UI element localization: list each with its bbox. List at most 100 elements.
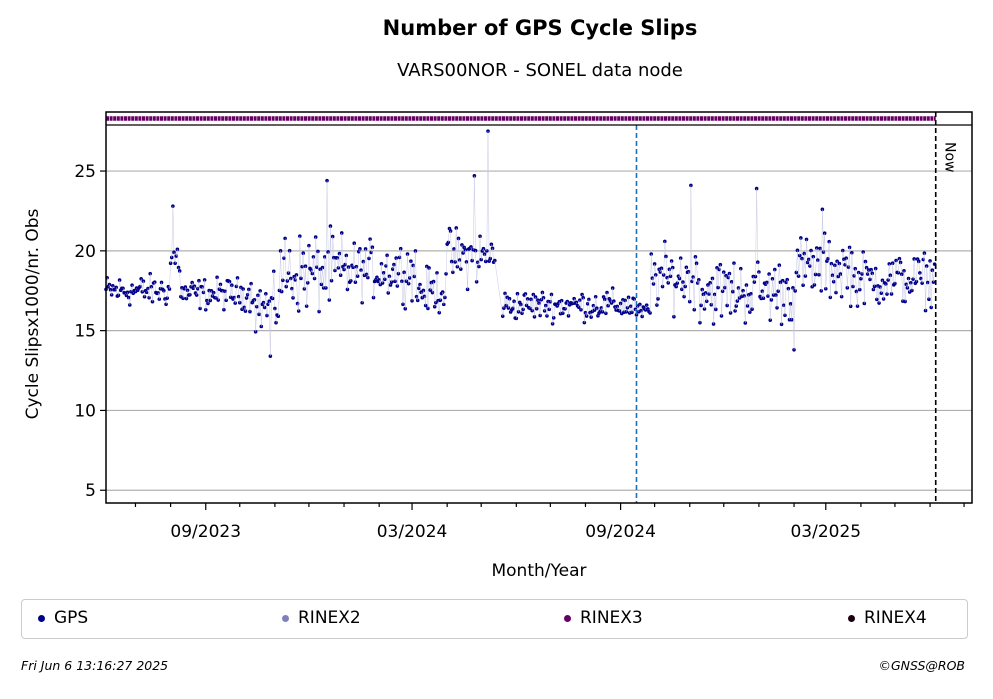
gps-connector	[401, 281, 404, 305]
gps-connector	[225, 280, 228, 301]
gps-connector	[465, 249, 467, 262]
gps-connector	[737, 287, 739, 302]
gps-connector	[820, 209, 823, 291]
gps-point	[338, 273, 343, 278]
gps-connector	[628, 297, 630, 313]
gps-point	[604, 311, 608, 316]
gps-connector	[270, 297, 272, 357]
gps-point	[903, 299, 907, 304]
gps-point	[817, 272, 821, 277]
y-tick-label-5: 5	[85, 481, 96, 501]
gps-connector	[649, 254, 652, 313]
gps-point	[905, 286, 910, 290]
gps-point	[415, 298, 420, 303]
gps-connector	[339, 253, 341, 276]
gps-point	[624, 310, 629, 314]
gps-connector	[769, 299, 772, 321]
gps-connector	[875, 268, 878, 300]
gps-connector	[588, 299, 591, 313]
gps-connector	[391, 269, 394, 283]
gps-connector	[331, 236, 333, 281]
gps-point	[254, 304, 259, 309]
axis-ticks: 5 10 15 20 25 09/2023 03/2024 09/2024 03/2025	[74, 162, 965, 542]
gps-connector	[886, 279, 889, 295]
gps-connector	[694, 256, 696, 310]
gps-connector	[822, 209, 824, 253]
gps-connector	[568, 304, 570, 316]
gps-point	[834, 290, 838, 295]
legend-marker-rinex2	[282, 614, 289, 622]
gps-connector	[359, 248, 362, 271]
gps-connector	[743, 295, 746, 323]
gps-connector	[473, 175, 475, 250]
gps-connector	[289, 250, 292, 279]
gps-connector	[782, 280, 785, 306]
gps-connector	[881, 280, 883, 294]
gps-connector	[467, 249, 469, 290]
gps-connector	[733, 263, 736, 311]
gps-connector	[699, 305, 702, 323]
gps-connector	[780, 282, 782, 325]
gps-connector	[709, 282, 712, 305]
gps-connector	[373, 281, 375, 298]
gps-point	[349, 278, 353, 283]
gps-point	[563, 306, 567, 311]
gps-point	[695, 281, 700, 285]
gps-connector	[763, 283, 765, 299]
gps-connector	[402, 272, 405, 305]
gps-connector	[257, 295, 260, 315]
legend-marker-gps	[38, 614, 45, 622]
gps-connector	[394, 258, 397, 282]
gps-connector	[222, 290, 225, 310]
gps-point	[768, 318, 773, 322]
gps-connector	[745, 285, 747, 323]
x-tick-label-1: 03/2024	[377, 522, 448, 542]
gps-connector	[329, 226, 331, 300]
gps-point	[877, 301, 881, 305]
gps-connector	[148, 273, 151, 298]
gps-connector	[611, 288, 613, 304]
gps-connector	[774, 269, 777, 296]
gps-connector	[775, 295, 778, 308]
gps-point	[284, 284, 289, 289]
gps-connector	[494, 260, 503, 317]
gps-connector	[215, 277, 218, 298]
y-axis-label: Cycle Slipsx1000/nr. Obs	[23, 208, 43, 419]
footer-credit: ©GNSS@ROB	[878, 658, 965, 673]
gps-point	[714, 307, 718, 312]
gps-point	[233, 301, 238, 305]
gps-connector	[797, 250, 799, 277]
gps-connector	[249, 283, 252, 312]
gps-connector	[361, 261, 364, 303]
gps-point	[886, 278, 890, 282]
gps-connector	[809, 250, 812, 267]
gps-point	[451, 270, 455, 275]
gps-connector	[664, 241, 667, 257]
gps-connector	[199, 286, 202, 309]
gps-connector	[504, 293, 507, 306]
gps-connector	[793, 290, 796, 350]
gps-connector	[559, 301, 561, 314]
gps-connector	[750, 293, 753, 310]
gps-connector	[230, 285, 233, 298]
y-tick-label-15: 15	[74, 322, 96, 342]
gps-connector	[758, 271, 761, 297]
gps-connector	[551, 294, 553, 324]
gps-connector	[407, 254, 409, 284]
gps-point	[327, 298, 332, 302]
gps-point	[896, 271, 901, 275]
gps-connector	[711, 278, 713, 305]
gps-point	[672, 314, 676, 319]
gps-connector	[582, 297, 585, 323]
gps-point	[423, 303, 428, 308]
gps-connector	[369, 239, 372, 253]
gps-point	[674, 284, 678, 289]
gps-connector	[712, 278, 714, 324]
gps-connector	[458, 238, 460, 261]
gps-connector	[152, 282, 154, 302]
gps-point	[794, 270, 799, 275]
gps-point	[140, 289, 145, 294]
gps-connector	[862, 252, 865, 304]
gps-connector	[682, 282, 685, 297]
gps-point	[530, 308, 534, 313]
